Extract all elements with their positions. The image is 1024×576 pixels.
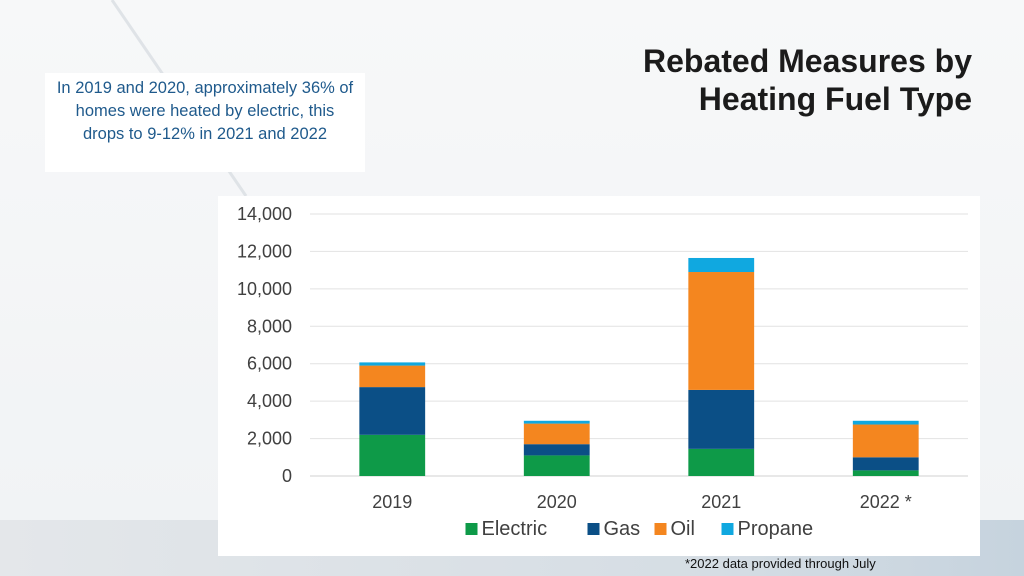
bar-segment-oil	[688, 272, 755, 390]
y-axis-ticks: 0 2,000 4,000 6,000 8,000 10,000 12,000 14,000	[237, 204, 292, 486]
bar-segment-electric	[852, 470, 919, 476]
bar-segment-gas	[523, 444, 590, 456]
chart-panel: 0 2,000 4,000 6,000 8,000 10,000 12,000 14,000 …	[218, 196, 980, 556]
legend-swatch-oil	[654, 523, 667, 535]
bar-segment-gas	[852, 457, 919, 471]
x-tick-label: 2022 *	[860, 492, 912, 512]
legend-swatch-propane	[721, 523, 734, 535]
legend-label-gas: Gas	[604, 518, 641, 540]
legend-swatch-electric	[465, 523, 478, 535]
bar-segment-propane	[688, 257, 755, 273]
stacked-bar-chart: 02,0004,0006,0008,00010,00012,00014,000 …	[237, 204, 968, 540]
y-tick-label: 10,000	[237, 279, 292, 299]
bar-segment-propane	[852, 420, 919, 425]
bar-segment-oil	[523, 423, 590, 445]
x-axis-ticks: 2019 2020 2021 2022 *	[372, 492, 912, 512]
legend-label-electric: Electric	[482, 518, 548, 540]
bar-segment-oil	[359, 365, 426, 388]
bars	[359, 257, 919, 476]
y-tick-label: 14,000	[237, 204, 292, 224]
bar-segment-gas	[359, 387, 426, 435]
slide-title: Rebated Measures by Heating Fuel Type	[642, 43, 972, 117]
bar-segment-propane	[523, 420, 590, 424]
legend-label-propane: Propane	[738, 518, 814, 540]
y-tick-label: 0	[282, 466, 292, 486]
callout-box: In 2019 and 2020, approximately 36% of h…	[45, 73, 365, 172]
footnote: *2022 data provided through July	[685, 556, 876, 571]
x-tick-label: 2020	[537, 492, 577, 512]
legend-label-oil: Oil	[671, 518, 695, 540]
y-tick-label: 2,000	[247, 429, 292, 449]
bar-segment-propane	[359, 362, 426, 366]
x-tick-label: 2019	[372, 492, 412, 512]
bar-segment-electric	[359, 434, 426, 476]
bar-segment-electric	[688, 448, 755, 476]
bar-segment-electric	[523, 455, 590, 476]
y-tick-label: 12,000	[237, 241, 292, 261]
x-tick-label: 2021	[701, 492, 741, 512]
y-tick-label: 4,000	[247, 391, 292, 411]
y-tick-label: 6,000	[247, 354, 292, 374]
bar-segment-gas	[688, 389, 755, 449]
legend-swatch-gas	[587, 523, 600, 535]
y-tick-label: 8,000	[247, 316, 292, 336]
legend: Electric Gas Oil Propane	[465, 518, 814, 540]
bar-segment-oil	[852, 424, 919, 458]
